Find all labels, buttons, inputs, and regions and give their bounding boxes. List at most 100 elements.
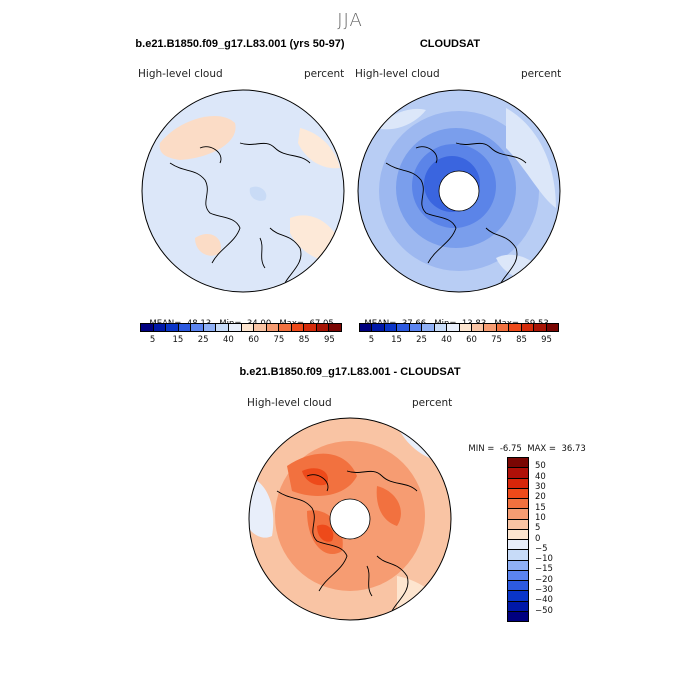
left-colorbar-tick-label: 85	[298, 335, 310, 345]
diff-colorbar-swatch	[508, 601, 528, 612]
left-colorbar-swatch	[228, 324, 242, 331]
right-colorbar-tick-label: 15	[391, 335, 402, 345]
diff-panel-title: b.e21.B1850.f09_g17.L83.001 - CLOUDSAT	[239, 366, 461, 378]
right-colorbar-swatch	[534, 324, 547, 331]
right-colorbar-labels: 5 15 25 40 60 75 85 95	[359, 335, 559, 347]
right-colorbar-tick-label: 75	[491, 335, 502, 345]
diff-colorbar-swatch	[508, 529, 528, 540]
right-colorbar-tick-label: 95	[541, 335, 552, 345]
right-colorbar-swatch	[496, 324, 510, 331]
left-colorbar-swatch	[266, 324, 280, 331]
left-polar-map	[141, 89, 345, 293]
left-variable-label: High-level cloud	[138, 68, 223, 80]
left-colorbar-swatch	[241, 324, 255, 331]
right-colorbar-swatch	[372, 324, 385, 331]
right-panel-title: CLOUDSAT	[419, 38, 481, 50]
diff-colorbar-tick-label: −15	[535, 564, 553, 575]
left-colorbar-swatch	[316, 324, 330, 331]
diff-colorbar-swatch	[508, 591, 528, 602]
right-colorbar-swatch	[521, 324, 535, 331]
right-units-label: percent	[521, 68, 562, 80]
diff-colorbar-swatch	[508, 570, 528, 581]
diff-colorbar-tick-label: 30	[535, 481, 546, 492]
left-colorbar-tick-label: 95	[323, 335, 335, 345]
left-colorbar-swatch	[166, 324, 179, 331]
diff-colorbar-swatch	[508, 488, 528, 499]
diff-colorbar-swatch	[508, 509, 528, 520]
left-colorbar-tick-label: 15	[172, 335, 184, 345]
right-colorbar-swatch	[409, 324, 423, 331]
right-colorbar-tick-label: 40	[441, 335, 452, 345]
diff-colorbar-swatch	[508, 550, 528, 561]
right-colorbar-tick-label: 85	[516, 335, 527, 345]
right-colorbar-tick-label: 5	[368, 335, 375, 345]
diff-colorbar-tick-label: −5	[535, 543, 548, 554]
left-colorbar-swatch	[304, 324, 317, 331]
diff-max-value: 36.73	[561, 444, 586, 454]
diff-colorbar-swatch	[508, 581, 528, 592]
right-colorbar-swatch	[384, 324, 398, 331]
right-colorbar-swatch	[360, 324, 373, 331]
diff-colorbar-tick-label: 0	[535, 533, 541, 544]
diff-colorbar-tick-label: 50	[535, 461, 546, 472]
right-colorbar-swatch	[422, 324, 435, 331]
diff-colorbar-tick-label: 15	[535, 502, 546, 513]
diff-colorbar-tick-label: −40	[535, 595, 553, 606]
right-colorbar-swatch	[546, 324, 558, 331]
diff-colorbar-swatch	[508, 499, 528, 510]
diff-colorbar-swatch	[508, 519, 528, 530]
right-colorbar-swatch	[397, 324, 410, 331]
diff-min-value: -6.75	[499, 444, 522, 454]
diff-colorbar-swatch	[508, 468, 528, 479]
right-colorbar-swatch	[484, 324, 497, 331]
left-units-label: percent	[304, 68, 345, 80]
diff-colorbar-tick-label: 5	[535, 523, 541, 534]
diff-max-label: MAX =	[527, 444, 557, 454]
right-colorbar-swatch	[471, 324, 485, 331]
left-colorbar-swatch	[279, 324, 292, 331]
diff-colorbar-swatch	[508, 540, 528, 551]
diff-colorbar-labels: 50 40 30 20 15 10 5 0 −5 −10 −15 −20 −30 −40 −50	[535, 457, 565, 622]
diff-colorbar-swatch	[508, 458, 528, 469]
left-colorbar-swatch	[254, 324, 267, 331]
right-colorbar-swatch	[447, 324, 460, 331]
diff-min-label: MIN =	[468, 444, 495, 454]
left-colorbar-swatch	[329, 324, 341, 331]
diff-variable-label: High-level cloud	[247, 397, 332, 409]
left-colorbar-swatch	[203, 324, 217, 331]
diff-colorbar-tick-label: 40	[535, 471, 546, 482]
right-variable-label: High-level cloud	[355, 68, 440, 80]
right-colorbar-tick-label: 60	[466, 335, 477, 345]
diff-units-label: percent	[412, 397, 453, 409]
diff-colorbar-tick-label: −50	[535, 605, 553, 616]
left-colorbar-swatch	[178, 324, 192, 331]
diff-colorbar-tick-label: −20	[535, 574, 553, 585]
right-colorbar	[359, 323, 559, 332]
left-colorbar-tick-label: 25	[197, 335, 209, 345]
diff-colorbar-tick-label: −30	[535, 585, 553, 596]
right-colorbar-swatch	[509, 324, 522, 331]
diff-polar-map	[248, 417, 452, 621]
right-colorbar-swatch	[434, 324, 448, 331]
diff-colorbar-tick-label: 10	[535, 512, 546, 523]
diff-colorbar-swatch	[508, 611, 528, 621]
left-colorbar-tick-label: 5	[149, 335, 156, 345]
left-colorbar-tick-label: 40	[222, 335, 234, 345]
diff-colorbar	[507, 457, 529, 622]
right-colorbar-tick-label: 25	[416, 335, 427, 345]
diff-colorbar-swatch	[508, 478, 528, 489]
left-colorbar-swatch	[216, 324, 229, 331]
left-colorbar-labels: 5 15 25 40 60 75 85 95	[140, 335, 342, 347]
left-colorbar-tick-label: 60	[248, 335, 260, 345]
left-colorbar	[140, 323, 342, 332]
right-colorbar-swatch	[459, 324, 472, 331]
left-panel-title: b.e21.B1850.f09_g17.L83.001 (yrs 50-97)	[135, 38, 345, 50]
right-polar-map	[357, 89, 561, 293]
diff-colorbar-tick-label: 20	[535, 492, 546, 503]
diff-stats: MIN = -6.75 MAX = 36.73	[463, 434, 586, 454]
diff-colorbar-tick-label: −10	[535, 554, 553, 565]
left-colorbar-swatch	[291, 324, 305, 331]
left-colorbar-swatch	[153, 324, 167, 331]
diff-colorbar-swatch	[508, 560, 528, 571]
figure-title: JJA	[337, 10, 363, 31]
